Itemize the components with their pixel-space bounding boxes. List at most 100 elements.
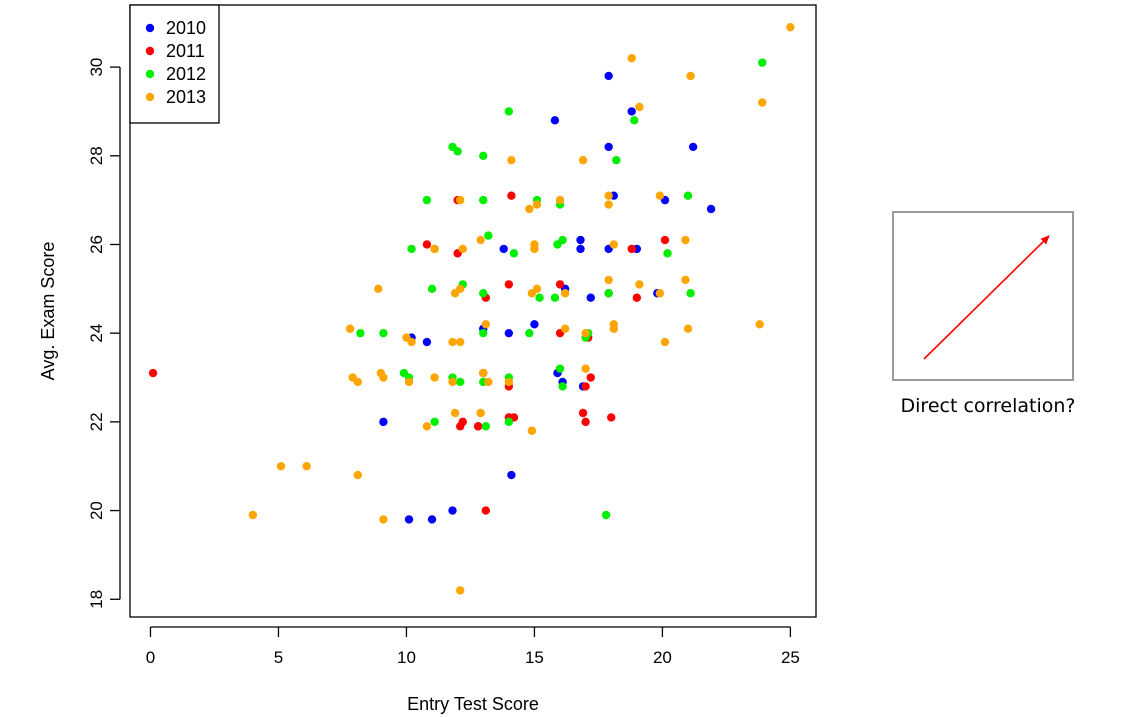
annotation-box bbox=[892, 211, 1074, 381]
data-point bbox=[448, 506, 457, 515]
data-point bbox=[507, 156, 516, 165]
data-point bbox=[484, 231, 493, 240]
data-point bbox=[248, 510, 258, 520]
data-point bbox=[302, 462, 311, 471]
data-point bbox=[530, 320, 539, 329]
data-point bbox=[479, 195, 488, 205]
data-point bbox=[504, 377, 514, 387]
x-tick-label: 10 bbox=[397, 648, 416, 667]
data-point bbox=[604, 71, 613, 81]
data-point bbox=[430, 244, 439, 254]
data-point bbox=[473, 422, 483, 431]
data-point bbox=[456, 377, 465, 387]
data-point bbox=[612, 156, 621, 165]
data-point bbox=[532, 284, 542, 294]
data-point bbox=[683, 324, 693, 333]
data-point bbox=[530, 244, 539, 254]
data-point bbox=[627, 54, 636, 63]
legend-marker-2010 bbox=[145, 23, 155, 33]
x-axis-title: Entry Test Score bbox=[407, 694, 539, 714]
data-point bbox=[525, 328, 534, 338]
data-point bbox=[681, 235, 690, 245]
data-point bbox=[660, 235, 670, 245]
data-point bbox=[681, 275, 690, 285]
data-point bbox=[655, 191, 665, 200]
data-point bbox=[448, 377, 457, 387]
data-point bbox=[481, 422, 490, 431]
data-point bbox=[353, 470, 363, 480]
data-point bbox=[422, 195, 432, 205]
y-axis: 18 20 22 24 26 28 30 bbox=[87, 58, 121, 609]
data-point bbox=[430, 417, 439, 427]
data-point bbox=[345, 324, 355, 333]
data-point bbox=[555, 280, 565, 289]
y-tick-label: 20 bbox=[87, 501, 106, 520]
data-point bbox=[581, 364, 590, 373]
data-point bbox=[458, 244, 467, 254]
data-point bbox=[422, 422, 432, 431]
data-point bbox=[379, 373, 388, 382]
data-point bbox=[276, 462, 286, 471]
data-point bbox=[706, 204, 716, 214]
data-point bbox=[481, 506, 490, 515]
data-point bbox=[555, 195, 565, 205]
data-point bbox=[148, 368, 158, 378]
legend-marker-2013 bbox=[145, 92, 155, 102]
data-point bbox=[555, 364, 565, 373]
data-point bbox=[550, 293, 560, 302]
data-point bbox=[484, 377, 493, 387]
data-point bbox=[379, 417, 388, 427]
y-tick-label: 28 bbox=[87, 146, 106, 165]
data-point bbox=[379, 328, 388, 338]
data-point bbox=[458, 417, 467, 427]
data-point bbox=[586, 293, 595, 302]
data-point bbox=[604, 200, 613, 209]
data-point bbox=[507, 470, 516, 480]
annotation-caption: Direct correlation? bbox=[900, 395, 1076, 417]
data-point bbox=[609, 324, 618, 333]
y-tick-label: 30 bbox=[87, 58, 106, 77]
data-point bbox=[663, 249, 672, 258]
data-point bbox=[509, 249, 519, 258]
data-point bbox=[479, 151, 488, 160]
legend: 2010 2011 2012 2013 bbox=[129, 4, 220, 124]
legend-label-2012: 2012 bbox=[166, 64, 206, 84]
y-tick-label: 26 bbox=[87, 235, 106, 254]
data-point bbox=[560, 289, 570, 298]
data-point bbox=[356, 328, 365, 338]
data-point bbox=[525, 204, 534, 214]
data-point bbox=[609, 240, 618, 249]
data-point bbox=[453, 147, 462, 156]
data-point bbox=[604, 275, 613, 285]
data-point bbox=[581, 417, 590, 427]
data-point bbox=[456, 586, 465, 595]
data-point bbox=[686, 71, 695, 81]
legend-marker-2012 bbox=[145, 69, 155, 79]
data-point bbox=[786, 22, 795, 32]
data-point bbox=[507, 191, 516, 200]
data-point bbox=[576, 244, 585, 254]
data-point bbox=[504, 280, 514, 289]
data-point bbox=[630, 116, 639, 125]
data-point bbox=[550, 116, 560, 125]
data-point bbox=[607, 413, 616, 422]
legend-marker-2011 bbox=[145, 46, 155, 56]
data-point bbox=[683, 191, 693, 200]
data-point bbox=[660, 337, 670, 347]
data-point bbox=[404, 377, 414, 387]
data-point bbox=[450, 289, 460, 298]
trend-arrow-icon bbox=[923, 235, 1050, 360]
data-point bbox=[686, 289, 695, 298]
data-point bbox=[374, 284, 383, 294]
data-point bbox=[479, 328, 488, 338]
y-tick-label: 18 bbox=[87, 590, 106, 609]
data-point bbox=[581, 382, 590, 391]
data-point bbox=[558, 382, 567, 391]
series-2011 bbox=[148, 191, 670, 515]
legend-label-2010: 2010 bbox=[166, 18, 206, 38]
data-point bbox=[448, 337, 457, 347]
data-point bbox=[422, 337, 432, 347]
data-point bbox=[627, 244, 636, 254]
data-point bbox=[635, 280, 644, 289]
